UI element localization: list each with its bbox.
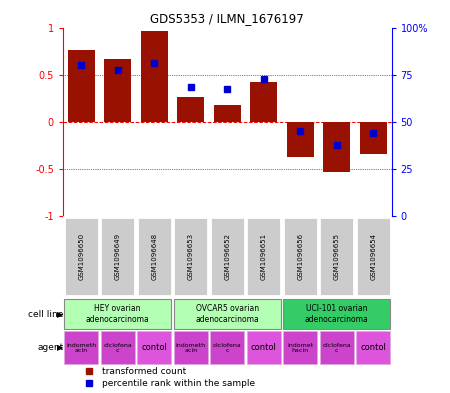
- Bar: [214, 105, 241, 121]
- Text: GSM1096650: GSM1096650: [78, 233, 84, 280]
- Bar: [64, 331, 99, 364]
- Bar: [104, 59, 131, 121]
- Text: diclofena
c: diclofena c: [322, 343, 351, 353]
- Text: GSM1096648: GSM1096648: [151, 233, 157, 280]
- Text: percentile rank within the sample: percentile rank within the sample: [103, 379, 256, 387]
- Text: agent: agent: [37, 343, 63, 353]
- Bar: [210, 217, 245, 296]
- Bar: [356, 217, 391, 296]
- Text: cell line: cell line: [28, 310, 63, 319]
- Text: OVCAR5 ovarian
adenocarcinoma: OVCAR5 ovarian adenocarcinoma: [195, 305, 259, 324]
- Text: contol: contol: [360, 343, 386, 353]
- Text: transformed count: transformed count: [103, 367, 187, 376]
- Bar: [140, 31, 168, 121]
- Bar: [64, 299, 171, 329]
- Bar: [360, 121, 387, 154]
- Bar: [174, 299, 281, 329]
- Text: GSM1096654: GSM1096654: [370, 233, 376, 280]
- Text: ▶: ▶: [57, 310, 63, 319]
- Bar: [320, 331, 354, 364]
- Bar: [246, 217, 281, 296]
- Bar: [174, 331, 208, 364]
- Bar: [319, 217, 354, 296]
- Text: ▶: ▶: [57, 343, 63, 353]
- Bar: [283, 299, 391, 329]
- Bar: [68, 50, 95, 121]
- Text: GSM1096655: GSM1096655: [334, 233, 340, 280]
- Bar: [173, 217, 208, 296]
- Bar: [137, 331, 171, 364]
- Text: contol: contol: [141, 343, 167, 353]
- Bar: [283, 217, 318, 296]
- Bar: [247, 331, 281, 364]
- Text: UCI-101 ovarian
adenocarcinoma: UCI-101 ovarian adenocarcinoma: [305, 305, 369, 324]
- Text: indometh
acin: indometh acin: [176, 343, 206, 353]
- Text: GSM1096651: GSM1096651: [261, 233, 267, 280]
- Bar: [250, 82, 278, 121]
- Text: diclofena
c: diclofena c: [213, 343, 242, 353]
- Text: indometh
acin: indometh acin: [66, 343, 96, 353]
- Text: GSM1096652: GSM1096652: [224, 233, 230, 280]
- Bar: [323, 121, 351, 173]
- Text: GSM1096656: GSM1096656: [297, 233, 303, 280]
- Title: GDS5353 / ILMN_1676197: GDS5353 / ILMN_1676197: [150, 12, 304, 25]
- Bar: [64, 217, 99, 296]
- Bar: [101, 331, 135, 364]
- Text: diclofena
c: diclofena c: [104, 343, 132, 353]
- Bar: [100, 217, 135, 296]
- Bar: [210, 331, 244, 364]
- Text: contol: contol: [251, 343, 277, 353]
- Text: HEY ovarian
adenocarcinoma: HEY ovarian adenocarcinoma: [86, 305, 149, 324]
- Text: GSM1096653: GSM1096653: [188, 233, 194, 280]
- Bar: [137, 217, 172, 296]
- Bar: [356, 331, 391, 364]
- Text: GSM1096649: GSM1096649: [115, 233, 121, 280]
- Text: indomet
hacin: indomet hacin: [287, 343, 313, 353]
- Bar: [287, 121, 314, 157]
- Bar: [177, 97, 204, 121]
- Bar: [283, 331, 317, 364]
